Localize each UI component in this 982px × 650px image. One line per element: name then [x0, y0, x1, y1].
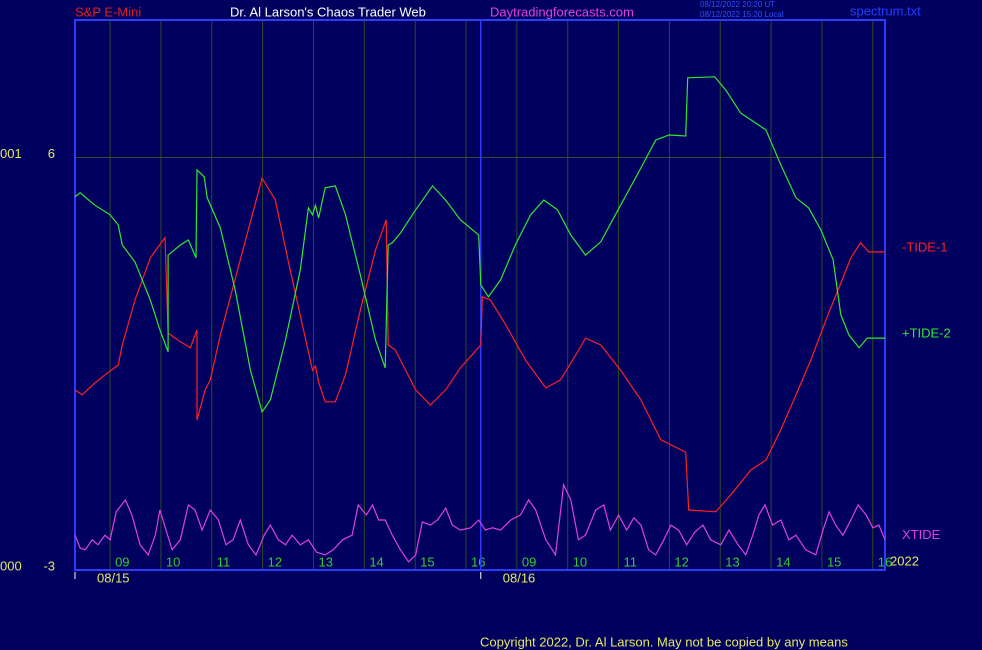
x-tick-label: 09 — [522, 554, 536, 569]
year: 2022 — [890, 553, 919, 568]
series-label: -TIDE-1 — [902, 239, 948, 254]
x-tick-label: 12 — [268, 554, 282, 569]
x-tick-label: 10 — [573, 554, 587, 569]
website: Daytradingforecasts.com — [490, 4, 634, 19]
timestamp: 08/12/2022 15:20 Local — [700, 10, 784, 19]
chart-title: Dr. Al Larson's Chaos Trader Web — [230, 4, 426, 19]
x-tick-label: 15 — [420, 554, 434, 569]
x-tick-label: 11 — [624, 554, 638, 569]
date-label: 08/15 — [97, 570, 130, 585]
y-tick-label: -3 — [43, 558, 55, 573]
date-label: 08/16 — [503, 570, 536, 585]
series-label: XTIDE — [902, 527, 941, 542]
side-label: 001 — [0, 146, 22, 161]
series-line — [74, 76, 885, 414]
series-line — [74, 176, 885, 513]
side-label: 000 — [0, 558, 22, 573]
x-tick-label: 13 — [318, 554, 332, 569]
x-tick-label: 09 — [115, 554, 129, 569]
series-label: +TIDE-2 — [902, 326, 951, 341]
timestamp: 08/12/2022 20:20 UT — [700, 0, 775, 9]
x-tick-label: 11 — [217, 554, 231, 569]
x-tick-label: 13 — [725, 554, 739, 569]
copyright: Copyright 2022, Dr. Al Larson. May not b… — [480, 634, 848, 649]
x-tick-label: 16 — [471, 554, 485, 569]
y-tick-label: 6 — [48, 146, 55, 161]
plot-border — [74, 19, 886, 571]
x-tick-label: 15 — [827, 554, 841, 569]
instrument: S&P E-Mini — [75, 4, 141, 19]
filename: spectrum.txt — [850, 3, 921, 18]
x-tick-label: 10 — [166, 554, 180, 569]
x-tick-label: 14 — [369, 554, 383, 569]
x-tick-label: 12 — [674, 554, 688, 569]
x-tick-label: 14 — [776, 554, 790, 569]
series-line — [74, 482, 886, 563]
